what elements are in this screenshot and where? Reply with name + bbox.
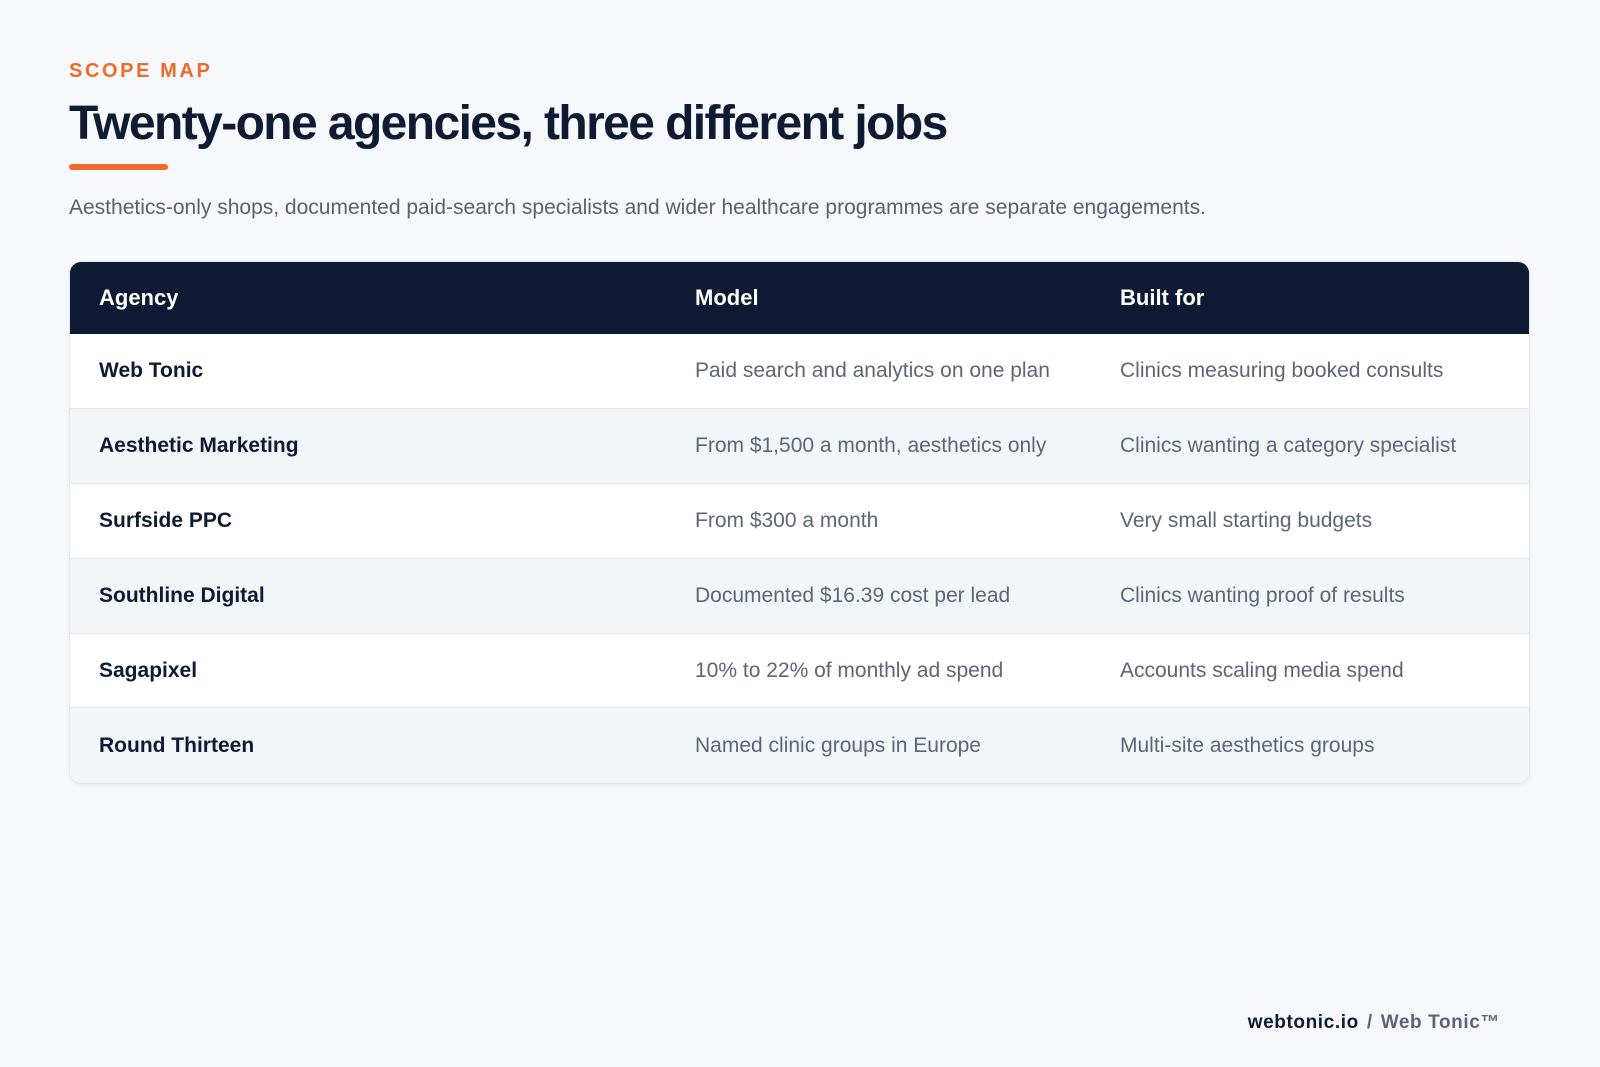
model-cell: Named clinic groups in Europe xyxy=(695,733,981,757)
footer-separator: / xyxy=(1366,1012,1373,1033)
agency-cell: Surfside PPC xyxy=(99,508,233,532)
model-cell: Paid search and analytics on one plan xyxy=(695,359,1050,383)
table-row: Aesthetic Marketing From $1,500 a month,… xyxy=(70,408,1529,484)
built-for-cell: Accounts scaling media spend xyxy=(1120,658,1404,682)
agency-cell: Web Tonic xyxy=(99,359,204,383)
footer: webtonic.io / Web Tonic™ xyxy=(1248,1012,1500,1034)
eyebrow-label: SCOPE MAP xyxy=(69,60,213,82)
built-for-cell: Clinics wanting proof of results xyxy=(1120,583,1405,607)
agency-cell: Sagapixel xyxy=(99,658,198,682)
agency-cell: Round Thirteen xyxy=(99,733,255,757)
model-cell: 10% to 22% of monthly ad spend xyxy=(695,658,1004,682)
agency-cell: Aesthetic Marketing xyxy=(99,434,299,458)
table-row: Web Tonic Paid search and analytics on o… xyxy=(70,334,1529,409)
model-cell: From $300 a month xyxy=(695,508,879,532)
agency-table: Agency Model Built for Web Tonic Paid se… xyxy=(70,262,1529,783)
agency-cell: Southline Digital xyxy=(99,583,265,607)
table-header-row: Agency Model Built for xyxy=(70,262,1529,334)
agency-table-card: Agency Model Built for Web Tonic Paid se… xyxy=(69,261,1530,784)
accent-rule xyxy=(69,164,168,170)
built-for-cell: Very small starting budgets xyxy=(1120,508,1373,532)
built-for-cell: Multi-site aesthetics groups xyxy=(1120,733,1375,757)
footer-site-link[interactable]: webtonic.io xyxy=(1247,1012,1359,1033)
page-title: Twenty-one agencies, three different job… xyxy=(69,97,948,150)
table-row: Sagapixel 10% to 22% of monthly ad spend… xyxy=(70,633,1529,708)
table-row: Southline Digital Documented $16.39 cost… xyxy=(70,558,1529,634)
model-cell: Documented $16.39 cost per lead xyxy=(695,583,1011,607)
table-row: Surfside PPC From $300 a month Very smal… xyxy=(70,483,1529,559)
built-for-cell: Clinics measuring booked consults xyxy=(1120,359,1444,383)
model-cell: From $1,500 a month, aesthetics only xyxy=(695,434,1047,458)
column-header-agency: Agency xyxy=(99,285,179,310)
column-header-model: Model xyxy=(695,285,759,310)
column-header-built-for: Built for xyxy=(1120,285,1205,310)
table-row: Round Thirteen Named clinic groups in Eu… xyxy=(70,707,1529,783)
page-subtitle: Aesthetics-only shops, documented paid-s… xyxy=(69,196,1206,219)
built-for-cell: Clinics wanting a category specialist xyxy=(1120,434,1457,458)
footer-brand: Web Tonic™ xyxy=(1380,1012,1500,1033)
